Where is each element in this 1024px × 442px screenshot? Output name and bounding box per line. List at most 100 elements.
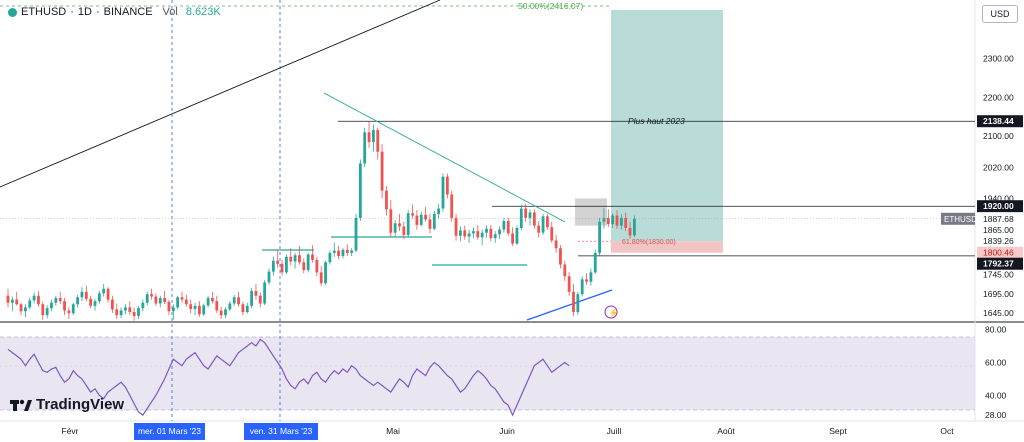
candle-body xyxy=(306,254,310,271)
candle-body xyxy=(424,214,427,220)
support-trendline xyxy=(526,289,613,321)
lightning-icon[interactable] xyxy=(604,305,618,319)
candle-body xyxy=(367,132,371,143)
tradingview-logo: TradingView xyxy=(10,396,124,413)
exchange-label: BINANCE xyxy=(103,6,153,18)
candle-body xyxy=(41,304,45,316)
price-badge xyxy=(977,115,1023,128)
candle-body xyxy=(332,250,336,253)
candle-body xyxy=(511,233,514,244)
time-tick-label: Juill xyxy=(607,426,622,436)
price-badge-label: 1800.46 xyxy=(983,248,1014,258)
candle-body xyxy=(315,259,319,273)
range-box xyxy=(575,198,607,226)
candle-body xyxy=(154,296,158,304)
lightning-glyph: ⚡ xyxy=(609,308,619,318)
highlighted-date-badge xyxy=(134,423,205,440)
candle-body xyxy=(45,308,49,316)
candle-body xyxy=(532,212,536,226)
candle-body xyxy=(546,216,549,228)
price-badge-label: 1839.26 xyxy=(983,236,1014,246)
price-badge xyxy=(977,200,1023,213)
candle-body xyxy=(506,221,510,234)
candle-body xyxy=(150,294,153,297)
candle-body xyxy=(476,231,480,238)
candle-body xyxy=(567,276,571,292)
candle-body xyxy=(24,307,27,312)
price-tick-label: 1745.00 xyxy=(983,269,1014,279)
candle-body xyxy=(71,304,75,314)
interval-label[interactable]: 1D xyxy=(77,6,92,18)
price-tick-label: 2200.00 xyxy=(983,92,1014,102)
candle-body xyxy=(554,240,558,249)
loss-zone xyxy=(611,241,723,253)
candle-body xyxy=(402,226,406,236)
candle-body xyxy=(454,217,458,236)
candle-body xyxy=(158,298,162,304)
candle-body xyxy=(171,307,175,312)
candle-body xyxy=(389,209,393,233)
candle-body xyxy=(467,233,471,237)
candle-body xyxy=(106,288,110,300)
time-tick-label: Févr xyxy=(62,426,79,436)
candle-body xyxy=(89,298,93,306)
candle-body xyxy=(15,299,19,305)
candle-body xyxy=(437,208,441,214)
candle-body xyxy=(602,217,606,222)
candle-body xyxy=(498,229,501,235)
rsi-line xyxy=(7,338,570,417)
candle-body xyxy=(80,291,84,298)
candle-body xyxy=(141,302,145,309)
brand-name: TradingView xyxy=(36,396,125,413)
volume-value: 8.623K xyxy=(185,6,221,18)
currency-selector[interactable]: USD xyxy=(982,5,1018,23)
candle-body xyxy=(163,298,166,302)
candle-body xyxy=(480,232,484,238)
candle-body xyxy=(606,217,610,225)
volume-label: Vol xyxy=(162,6,178,18)
highlighted-date-label: ven. 31 Mars '23 xyxy=(250,426,313,436)
highlighted-date-badge xyxy=(244,423,318,440)
candle-body xyxy=(380,151,384,191)
candle-body xyxy=(572,291,575,313)
candle-body xyxy=(463,230,467,237)
rsi-tick-label: 28.00 xyxy=(985,410,1007,420)
price-badge xyxy=(977,246,1023,259)
candle-body xyxy=(37,295,40,305)
candle-body xyxy=(345,249,349,253)
candle-body xyxy=(285,256,288,273)
candle-body xyxy=(280,263,284,273)
fib-61-label: 61.80%(1830.00) xyxy=(622,239,676,246)
candle-body xyxy=(237,297,240,305)
candle-body xyxy=(50,302,53,309)
candle-body xyxy=(393,223,397,233)
candle-body xyxy=(276,260,280,264)
rsi-band xyxy=(0,337,975,410)
time-tick-label: Juin xyxy=(499,426,515,436)
candle-body xyxy=(615,215,619,226)
plus-haut-label: Plus haut 2023 xyxy=(628,116,685,126)
symbol-name[interactable]: ETHUSD xyxy=(21,6,67,18)
candle-body xyxy=(541,216,545,233)
candle-body xyxy=(193,305,197,309)
candle-body xyxy=(137,308,140,316)
price-badge-label: 2138.44 xyxy=(983,116,1014,126)
candle-body xyxy=(167,301,171,312)
candle-body xyxy=(202,305,206,315)
candle-body xyxy=(298,255,301,263)
descending-trendline xyxy=(323,92,566,223)
candle-body xyxy=(524,208,528,218)
candle-body xyxy=(63,301,66,311)
candle-body xyxy=(385,190,388,210)
candle-body xyxy=(258,295,262,304)
price-badge-label: 1865.00 xyxy=(983,225,1014,235)
candle-body xyxy=(10,299,14,303)
price-tick-label: 1645.00 xyxy=(983,308,1014,318)
candle-body xyxy=(398,223,401,227)
candle-body xyxy=(472,231,475,234)
candle-body xyxy=(502,221,506,230)
candle-body xyxy=(19,304,23,312)
symbol-badge-label: ETHUSD xyxy=(944,215,977,224)
candle-body xyxy=(67,310,71,314)
